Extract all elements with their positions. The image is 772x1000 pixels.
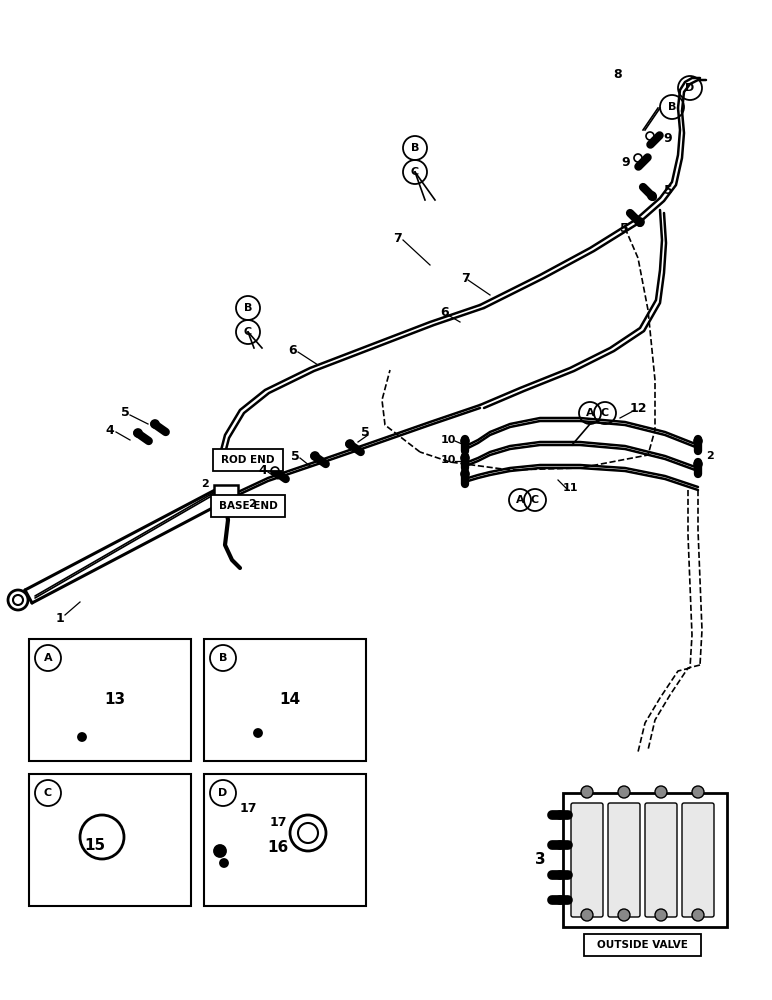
Text: 4: 4 (106, 424, 114, 436)
Text: C: C (411, 167, 419, 177)
Circle shape (78, 733, 86, 741)
Text: 11: 11 (562, 483, 577, 493)
Text: 14: 14 (279, 692, 300, 708)
Text: A: A (44, 653, 52, 663)
Text: 16: 16 (267, 840, 289, 856)
Circle shape (220, 859, 228, 867)
FancyBboxPatch shape (211, 495, 285, 517)
Circle shape (254, 729, 262, 737)
Text: D: D (686, 83, 695, 93)
Text: BASE END: BASE END (218, 501, 277, 511)
Circle shape (655, 786, 667, 798)
Text: 7: 7 (461, 271, 469, 284)
Text: B: B (218, 653, 227, 663)
Text: 5: 5 (120, 406, 130, 420)
FancyBboxPatch shape (563, 793, 727, 927)
Text: C: C (531, 495, 539, 505)
Circle shape (214, 845, 226, 857)
Circle shape (655, 909, 667, 921)
Text: 4: 4 (259, 464, 267, 477)
Circle shape (581, 909, 593, 921)
Text: B: B (411, 143, 419, 153)
Text: 5: 5 (664, 184, 672, 196)
FancyBboxPatch shape (29, 774, 191, 906)
Text: B: B (668, 102, 676, 112)
Text: 7: 7 (394, 232, 402, 244)
Circle shape (692, 909, 704, 921)
Text: 2: 2 (201, 479, 209, 489)
Circle shape (581, 786, 593, 798)
FancyBboxPatch shape (204, 774, 366, 906)
Text: 10: 10 (440, 455, 455, 465)
Text: C: C (244, 327, 252, 337)
Text: 17: 17 (239, 802, 257, 814)
Text: 15: 15 (84, 838, 106, 852)
Text: A: A (516, 495, 524, 505)
Text: D: D (218, 788, 228, 798)
FancyBboxPatch shape (213, 449, 283, 471)
Text: 8: 8 (614, 68, 622, 82)
Text: C: C (44, 788, 52, 798)
Text: A: A (586, 408, 594, 418)
Circle shape (8, 590, 28, 610)
FancyBboxPatch shape (608, 803, 640, 917)
Text: 9: 9 (664, 131, 672, 144)
Text: 12: 12 (629, 401, 647, 414)
Text: 1: 1 (56, 611, 64, 624)
Text: 2: 2 (706, 451, 714, 461)
Text: 9: 9 (621, 155, 630, 168)
Text: OUTSIDE VALVE: OUTSIDE VALVE (597, 940, 687, 950)
FancyBboxPatch shape (584, 934, 701, 956)
Text: 13: 13 (104, 692, 126, 708)
Text: 2: 2 (248, 499, 256, 509)
FancyBboxPatch shape (682, 803, 714, 917)
Circle shape (618, 786, 630, 798)
Circle shape (692, 786, 704, 798)
Text: 5: 5 (290, 450, 300, 462)
Text: 10: 10 (440, 435, 455, 445)
Text: C: C (601, 408, 609, 418)
Text: ROD END: ROD END (222, 455, 275, 465)
Text: 6: 6 (441, 306, 449, 318)
Text: 3: 3 (535, 852, 545, 867)
Text: 17: 17 (269, 816, 286, 830)
FancyBboxPatch shape (645, 803, 677, 917)
FancyBboxPatch shape (214, 485, 238, 509)
Text: B: B (244, 303, 252, 313)
FancyBboxPatch shape (571, 803, 603, 917)
Text: 5: 5 (620, 222, 628, 234)
Text: 6: 6 (289, 344, 297, 357)
Text: 5: 5 (361, 426, 369, 440)
FancyBboxPatch shape (29, 639, 191, 761)
FancyBboxPatch shape (204, 639, 366, 761)
Circle shape (13, 595, 23, 605)
Circle shape (618, 909, 630, 921)
